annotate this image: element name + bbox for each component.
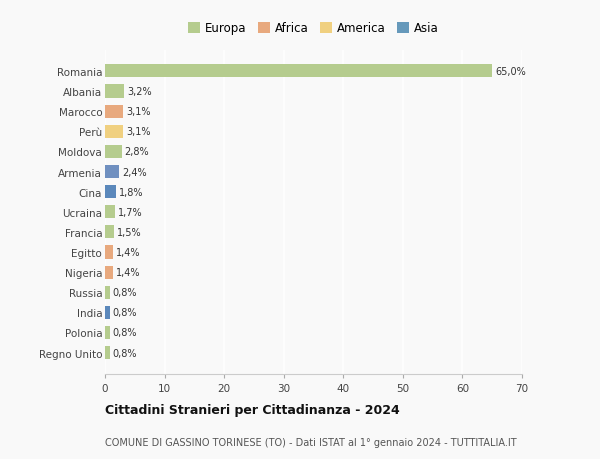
Bar — [105, 266, 113, 279]
Text: 3,1%: 3,1% — [127, 127, 151, 137]
Text: COMUNE DI GASSINO TORINESE (TO) - Dati ISTAT al 1° gennaio 2024 - TUTTITALIA.IT: COMUNE DI GASSINO TORINESE (TO) - Dati I… — [105, 437, 517, 447]
Text: Cittadini Stranieri per Cittadinanza - 2024: Cittadini Stranieri per Cittadinanza - 2… — [105, 403, 400, 416]
Text: 0,8%: 0,8% — [113, 288, 137, 297]
Bar — [105, 146, 122, 158]
Bar — [105, 286, 110, 299]
Bar — [105, 65, 492, 78]
Bar — [105, 326, 110, 339]
Text: 1,7%: 1,7% — [118, 207, 143, 217]
Text: 0,8%: 0,8% — [113, 308, 137, 318]
Text: 1,4%: 1,4% — [116, 268, 141, 278]
Text: 2,8%: 2,8% — [125, 147, 149, 157]
Text: 1,5%: 1,5% — [117, 227, 142, 237]
Bar — [105, 106, 124, 118]
Text: 3,2%: 3,2% — [127, 87, 152, 97]
Bar — [105, 206, 115, 219]
Bar — [105, 166, 119, 179]
Bar — [105, 347, 110, 359]
Text: 0,8%: 0,8% — [113, 348, 137, 358]
Bar — [105, 186, 116, 199]
Bar — [105, 306, 110, 319]
Text: 1,8%: 1,8% — [119, 187, 143, 197]
Text: 0,8%: 0,8% — [113, 328, 137, 338]
Bar — [105, 246, 113, 259]
Bar — [105, 226, 114, 239]
Legend: Europa, Africa, America, Asia: Europa, Africa, America, Asia — [184, 17, 443, 40]
Text: 1,4%: 1,4% — [116, 247, 141, 257]
Text: 65,0%: 65,0% — [495, 67, 526, 77]
Text: 2,4%: 2,4% — [122, 167, 147, 177]
Text: 3,1%: 3,1% — [127, 107, 151, 117]
Bar — [105, 85, 124, 98]
Bar — [105, 125, 124, 139]
